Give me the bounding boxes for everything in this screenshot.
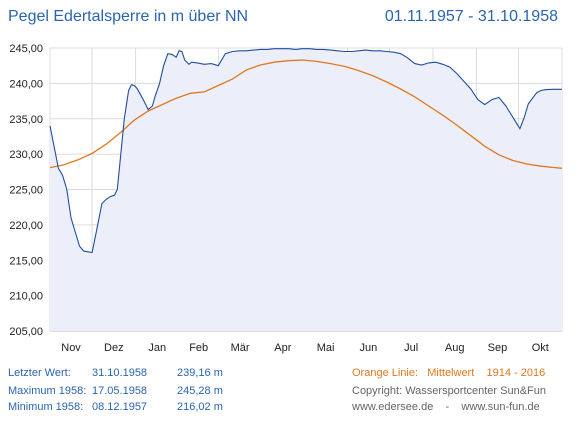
maximum-date: 17.05.1958 [92, 385, 148, 397]
x-tick-label: Jan [148, 342, 166, 354]
y-tick-label: 245,00 [9, 43, 43, 55]
legend-orange-label: Orange Linie: [352, 367, 419, 379]
x-tick-label: Aug [445, 342, 465, 354]
x-tick-label: Sep [488, 342, 508, 354]
x-tick-label: Mai [317, 342, 335, 354]
chart-period: 01.11.1957 - 31.10.1958 [384, 8, 558, 25]
x-tick-label: Feb [189, 342, 208, 354]
y-tick-label: 240,00 [9, 78, 43, 90]
last-value-label: Letzter Wert: [8, 367, 71, 379]
minimum-value: 216,02 m [177, 401, 223, 413]
x-tick-label: Jul [404, 342, 418, 354]
x-tick-label: Mär [231, 342, 250, 354]
minimum-date: 08.12.1957 [92, 401, 148, 413]
x-tick-label: Jun [360, 342, 378, 354]
y-tick-label: 235,00 [9, 114, 43, 126]
x-tick-label: Dez [104, 342, 124, 354]
copyright: Copyright: Wassersportcenter Sun&Fun [352, 385, 547, 397]
website-links: www.edersee.de - www.sun-fun.de [352, 401, 540, 413]
y-tick-label: 230,00 [9, 149, 43, 161]
level-line [49, 48, 562, 254]
maximum-value: 245,28 m [177, 385, 223, 397]
x-tick-label: Nov [61, 342, 81, 354]
y-tick-label: 225,00 [9, 185, 43, 197]
legend-orange-years: 1914 - 2016 [486, 367, 546, 379]
minimum-label: Minimum 1958: [8, 401, 84, 413]
level-area-fill [50, 48, 562, 331]
level-chart: 205,00 210,00 215,00 220,00 225,00 230,00 235,… [9, 43, 563, 354]
y-tick-label: 215,00 [9, 255, 43, 267]
x-tick-label: Apr [274, 342, 291, 354]
legend-orange-desc: Mittelwert [427, 367, 475, 379]
last-value-date: 31.10.1958 [92, 367, 148, 379]
last-value: 239,16 m [177, 367, 223, 379]
chart-title: Pegel Edertalsperre in m über NN [8, 8, 249, 25]
y-tick-label: 210,00 [9, 291, 43, 303]
legend-orange: Orange Linie: Mittelwert 1914 - 2016 [352, 367, 545, 379]
maximum-label: Maximum 1958: [8, 385, 87, 397]
x-tick-label: Okt [532, 342, 549, 354]
mean-line [49, 59, 563, 169]
y-tick-label: 220,00 [9, 220, 43, 232]
y-tick-label: 205,00 [9, 326, 43, 338]
